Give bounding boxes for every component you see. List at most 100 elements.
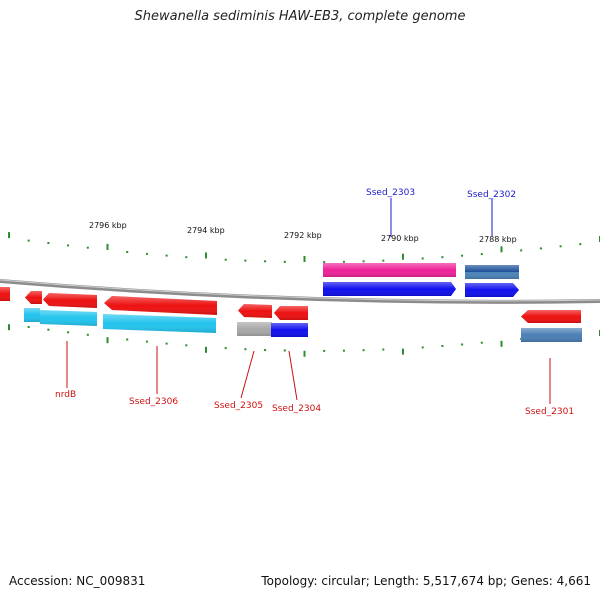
minor-tick bbox=[86, 333, 89, 336]
reverse-gene-ssed-2305[interactable] bbox=[237, 304, 272, 336]
minor-tick bbox=[264, 260, 267, 263]
minor-tick bbox=[185, 256, 188, 259]
cog-bar-shade bbox=[521, 328, 582, 342]
leader-line-ssed-2305 bbox=[240, 350, 255, 399]
minor-tick bbox=[244, 259, 247, 262]
major-tick bbox=[500, 246, 503, 253]
minor-tick bbox=[47, 242, 50, 244]
gene-label-ssed-2304[interactable]: Ssed_2304 bbox=[272, 404, 321, 414]
reverse-gene-nrdb[interactable] bbox=[40, 293, 97, 326]
minor-tick bbox=[283, 260, 286, 263]
minor-tick bbox=[362, 349, 365, 352]
minor-tick bbox=[421, 346, 424, 349]
minor-tick bbox=[539, 247, 542, 250]
gene-label-ssed-2306[interactable]: Ssed_2306 bbox=[129, 397, 178, 407]
minor-tick bbox=[480, 253, 483, 256]
gene-arrow-shade bbox=[521, 310, 581, 323]
reverse-gene-ssed-2306[interactable] bbox=[103, 296, 217, 333]
cog-bar-shade bbox=[40, 310, 97, 326]
gene-label-ssed-2305[interactable]: Ssed_2305 bbox=[214, 401, 263, 411]
reverse-gene-ssed-2301[interactable] bbox=[521, 310, 582, 342]
minor-tick bbox=[244, 348, 247, 351]
gene-arrow-shade bbox=[274, 306, 308, 320]
minor-tick bbox=[579, 243, 582, 246]
scale-label: 2796 kbp bbox=[89, 221, 127, 230]
minor-tick bbox=[520, 249, 523, 252]
minor-tick bbox=[145, 340, 148, 343]
minor-tick bbox=[126, 338, 129, 341]
major-tick bbox=[8, 324, 10, 331]
major-tick bbox=[303, 350, 306, 357]
minor-tick bbox=[480, 341, 483, 344]
gene-label-ssed-2302[interactable]: Ssed_2302 bbox=[467, 190, 516, 200]
scale-label: 2788 kbp bbox=[479, 235, 517, 244]
minor-tick bbox=[382, 348, 385, 351]
gene-bar-shade bbox=[465, 265, 519, 279]
minor-tick bbox=[145, 252, 148, 255]
gene-arrow-shade bbox=[238, 304, 272, 318]
minor-tick bbox=[421, 257, 424, 260]
minor-tick bbox=[67, 244, 70, 247]
gene-arrow-shade bbox=[104, 296, 217, 315]
minor-tick bbox=[342, 260, 345, 263]
leader-line-ssed-2304 bbox=[288, 350, 298, 401]
minor-tick bbox=[323, 349, 326, 352]
minor-tick bbox=[47, 328, 50, 331]
minor-tick bbox=[362, 260, 365, 263]
major-tick bbox=[303, 256, 306, 262]
minor-tick bbox=[323, 261, 326, 263]
minor-tick bbox=[382, 259, 385, 262]
minor-tick bbox=[283, 349, 286, 352]
reverse-gene-leftmost[interactable] bbox=[0, 287, 10, 301]
map-title: Shewanella sediminis HAW-EB3, complete g… bbox=[134, 9, 466, 24]
minor-tick bbox=[224, 258, 227, 261]
cog-bar-shade bbox=[237, 322, 272, 336]
minor-tick bbox=[27, 239, 30, 242]
minor-tick bbox=[264, 349, 267, 351]
minor-tick bbox=[461, 254, 464, 257]
major-tick bbox=[205, 252, 207, 259]
forward-gene-ssed-2303[interactable] bbox=[323, 263, 456, 296]
major-tick bbox=[8, 232, 10, 239]
minor-tick bbox=[559, 245, 562, 248]
cog-bar-shade bbox=[103, 314, 216, 333]
minor-tick bbox=[185, 344, 188, 347]
minor-tick bbox=[126, 251, 129, 253]
gene-bar-shade bbox=[323, 263, 456, 277]
minor-tick bbox=[165, 342, 168, 345]
cog-bar-shade bbox=[271, 323, 308, 337]
minor-tick bbox=[461, 343, 464, 346]
scale-label: 2792 kbp bbox=[284, 231, 322, 240]
major-tick bbox=[500, 340, 503, 347]
major-tick bbox=[402, 348, 404, 355]
minor-tick bbox=[86, 246, 89, 249]
major-tick bbox=[106, 337, 109, 344]
genome-summary: Topology: circular; Length: 5,517,674 bp… bbox=[261, 574, 591, 588]
gene-label-nrdb[interactable]: nrdB bbox=[55, 390, 76, 400]
cog-bar-shade bbox=[24, 308, 40, 322]
minor-tick bbox=[165, 254, 168, 257]
gene-label-ssed-2303[interactable]: Ssed_2303 bbox=[366, 188, 415, 198]
reverse-gene-ssed-2304[interactable] bbox=[271, 306, 308, 337]
reverse-gene-small[interactable] bbox=[24, 291, 42, 322]
gene-bar-shade bbox=[0, 287, 10, 301]
minor-tick bbox=[224, 347, 227, 350]
genome-backbone bbox=[0, 279, 600, 304]
gene-arrow-shade bbox=[25, 291, 42, 304]
major-tick bbox=[402, 253, 404, 260]
gene-label-ssed-2301[interactable]: Ssed_2301 bbox=[525, 407, 574, 417]
scale-label: 2794 kbp bbox=[187, 226, 225, 235]
gene-arrow-shade bbox=[43, 293, 97, 308]
minor-tick bbox=[67, 331, 70, 334]
cog-arrow-shade bbox=[323, 282, 456, 296]
genome-backbone-highlight bbox=[0, 279, 600, 302]
accession-label: Accession: NC_009831 bbox=[9, 574, 146, 588]
minor-tick bbox=[441, 345, 444, 347]
major-tick bbox=[106, 243, 109, 250]
minor-tick bbox=[27, 326, 30, 328]
major-tick bbox=[205, 346, 207, 353]
forward-gene-ssed-2302[interactable] bbox=[465, 265, 519, 297]
cog-arrow-shade bbox=[465, 283, 519, 297]
